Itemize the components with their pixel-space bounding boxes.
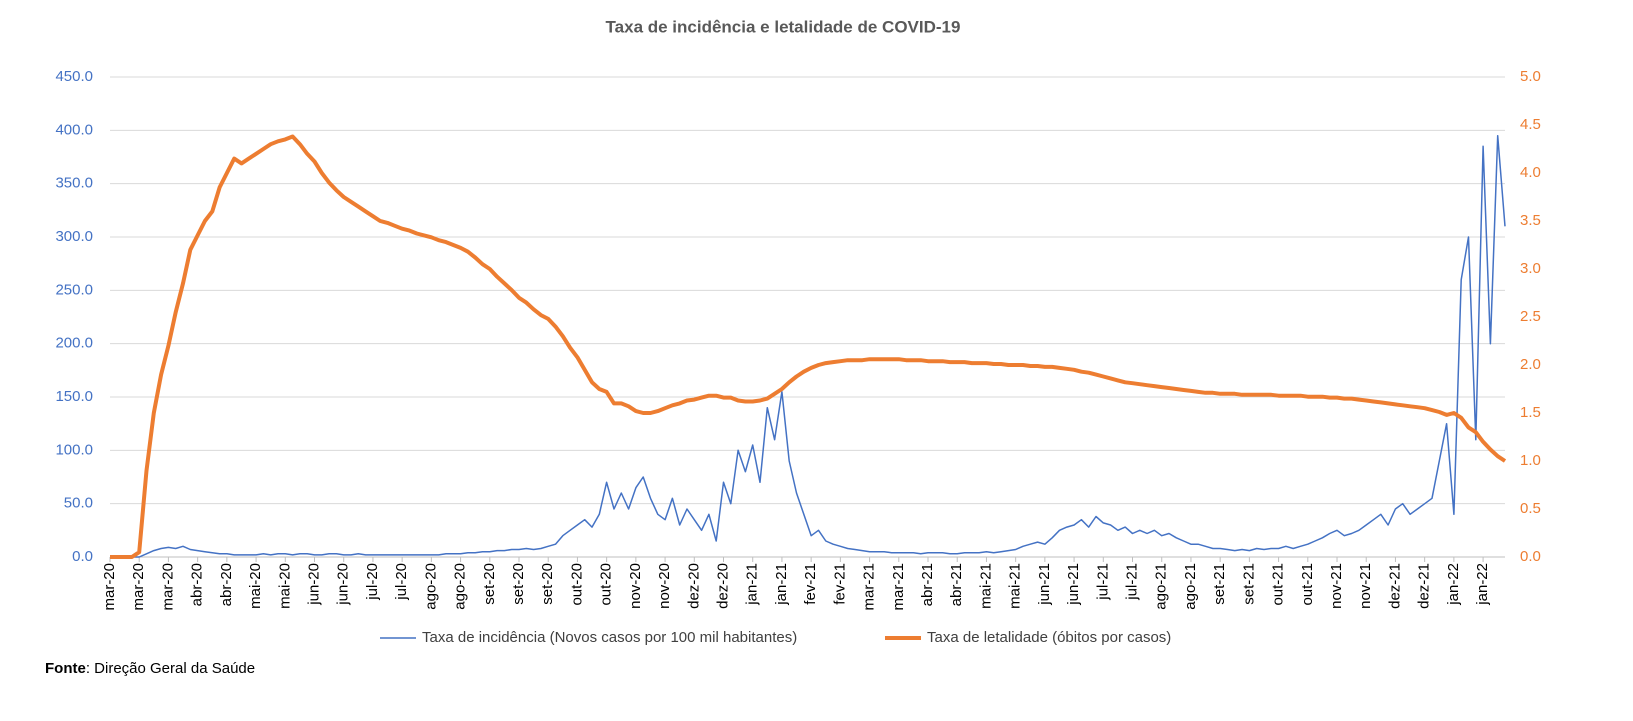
x-tick-label: out-20: [568, 563, 585, 606]
y2-tick-label: 1.5: [1520, 404, 1541, 421]
x-tick-label: set-20: [539, 563, 556, 605]
x-tick-label: jan-22: [1445, 563, 1462, 606]
x-tick-label: nov-21: [1328, 563, 1345, 609]
x-tick-label: ago-21: [1182, 563, 1199, 610]
x-tick-label: dez-21: [1386, 563, 1403, 609]
y2-tick-label: 3.5: [1520, 212, 1541, 229]
x-tick-label: out-21: [1270, 563, 1287, 606]
legend-label: Taxa de letalidade (óbitos por casos): [927, 629, 1171, 646]
x-tick-label: jan-21: [773, 563, 790, 606]
y-tick-label: 200.0: [55, 335, 93, 352]
y-tick-label: 300.0: [55, 228, 93, 245]
y-tick-label: 100.0: [55, 441, 93, 458]
x-tick-label: jan-21: [744, 563, 761, 606]
x-tick-label: fev-21: [802, 563, 819, 605]
y-tick-label: 400.0: [55, 121, 93, 138]
y2-tick-label: 5.0: [1520, 68, 1541, 85]
x-tick-label: mar-21: [890, 563, 907, 611]
y2-tick-label: 0.0: [1520, 548, 1541, 565]
series-line: [110, 134, 1507, 559]
x-tick-label: out-20: [598, 563, 615, 606]
x-tick-label: mar-20: [101, 563, 118, 611]
y-tick-label: 150.0: [55, 388, 93, 405]
x-tick-label: jul-21: [1094, 563, 1111, 601]
y2-tick-label: 1.0: [1520, 452, 1541, 469]
y2-tick-label: 2.5: [1520, 308, 1541, 325]
x-tick-label: dez-20: [714, 563, 731, 609]
x-tick-label: mai-21: [977, 563, 994, 609]
x-tick-label: jun-21: [1065, 563, 1082, 606]
x-tick-label: abr-21: [948, 563, 965, 606]
y2-tick-label: 0.5: [1520, 500, 1541, 517]
legend-label: Taxa de incidência (Novos casos por 100 …: [422, 629, 797, 646]
y-tick-label: 450.0: [55, 68, 93, 85]
x-tick-label: mar-20: [130, 563, 147, 611]
x-tick-label: mar-20: [159, 563, 176, 611]
x-tick-label: ago-20: [422, 563, 439, 610]
x-tick-label: jul-21: [1123, 563, 1140, 601]
y2-tick-label: 4.5: [1520, 116, 1541, 133]
x-tick-label: mai-21: [1007, 563, 1024, 609]
x-tick-label: nov-20: [656, 563, 673, 609]
y-tick-label: 0.0: [72, 548, 93, 565]
y2-tick-label: 4.0: [1520, 164, 1541, 181]
chart-title: Taxa de incidência e letalidade de COVID…: [606, 17, 961, 36]
x-tick-label: mar-21: [861, 563, 878, 611]
x-tick-label: nov-21: [1357, 563, 1374, 609]
x-tick-label: abr-20: [218, 563, 235, 606]
x-tick-label: dez-21: [1416, 563, 1433, 609]
x-tick-label: nov-20: [627, 563, 644, 609]
y-tick-label: 50.0: [64, 495, 93, 512]
x-tick-label: ago-21: [1153, 563, 1170, 610]
y-tick-label: 350.0: [55, 175, 93, 192]
x-tick-label: dez-20: [685, 563, 702, 609]
x-tick-label: out-21: [1299, 563, 1316, 606]
x-tick-label: jun-21: [1036, 563, 1053, 606]
x-tick-label: set-20: [481, 563, 498, 605]
source: Fonte: Direção Geral da Saúde: [45, 660, 255, 677]
x-tick-label: fev-21: [831, 563, 848, 605]
series-line: [110, 134, 1506, 558]
x-tick-label: jun-20: [335, 563, 352, 606]
source-label: Fonte: [45, 660, 86, 677]
x-tick-label: mai-20: [276, 563, 293, 609]
x-tick-label: jan-22: [1474, 563, 1491, 606]
x-tick-label: jul-20: [393, 563, 410, 601]
y-tick-label: 250.0: [55, 281, 93, 298]
x-tick-label: set-20: [510, 563, 527, 605]
x-tick-label: abr-21: [919, 563, 936, 606]
x-tick-label: mai-20: [247, 563, 264, 609]
x-tick-label: abr-20: [189, 563, 206, 606]
x-tick-label: jul-20: [364, 563, 381, 601]
x-tick-label: ago-20: [452, 563, 469, 610]
source-text: : Direção Geral da Saúde: [86, 660, 255, 677]
x-tick-label: set-21: [1240, 563, 1257, 605]
y2-tick-label: 2.0: [1520, 356, 1541, 373]
y2-tick-label: 3.0: [1520, 260, 1541, 277]
x-tick-label: set-21: [1211, 563, 1228, 605]
x-tick-label: jun-20: [305, 563, 322, 606]
